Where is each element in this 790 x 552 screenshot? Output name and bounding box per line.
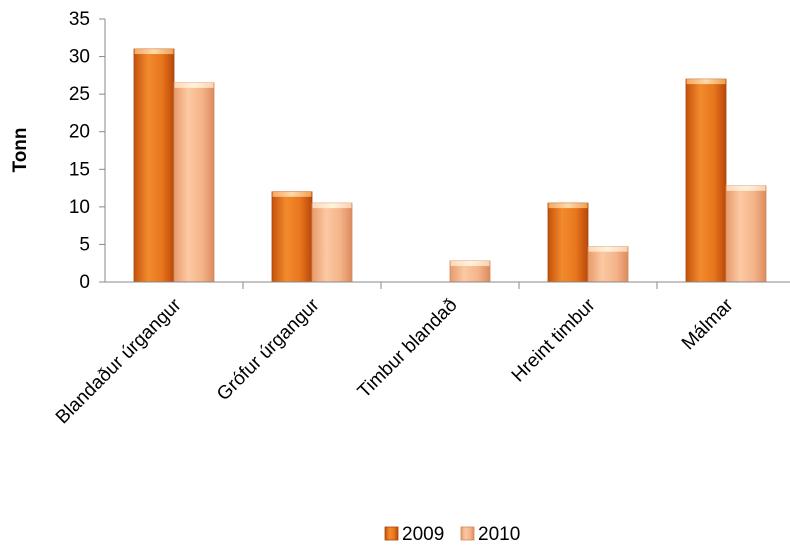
- bar-2010-3: [587, 246, 629, 283]
- bar-2009-3: [547, 202, 589, 283]
- bar-cap: [174, 82, 214, 88]
- bar-2010-4: [725, 185, 767, 283]
- bar-cap: [726, 185, 766, 191]
- legend-item-2010: 2010: [460, 524, 520, 545]
- bar-body: [725, 185, 767, 283]
- x-category-label: Málmar: [678, 294, 738, 354]
- y-axis-title: Tonn: [10, 127, 31, 172]
- bar-body: [587, 246, 629, 283]
- y-tick-label: 15: [69, 159, 90, 180]
- bar-body: [311, 202, 353, 283]
- legend-swatch: [460, 526, 475, 541]
- bar-body: [547, 202, 589, 283]
- legend-label: 2010: [478, 524, 520, 545]
- bar-2009-1: [271, 191, 313, 283]
- x-category-label: Hreint timbur: [508, 294, 600, 386]
- y-tick-label: 0: [79, 272, 90, 293]
- bar-cap: [450, 260, 490, 266]
- x-category-label: Timbur blandað: [354, 295, 462, 403]
- y-tick-label: 5: [79, 234, 90, 255]
- y-tick-label: 35: [69, 9, 90, 30]
- bar-body: [271, 191, 313, 283]
- y-tick-label: 20: [69, 122, 90, 143]
- bar-body: [133, 48, 175, 283]
- bar-2009-4: [685, 78, 727, 283]
- bar-2010-0: [173, 82, 215, 283]
- bar-2010-2: [449, 260, 491, 283]
- bar-2010-1: [311, 202, 353, 283]
- x-category-label: Blandaður úrgangur: [52, 294, 186, 428]
- y-tick-label: 10: [69, 197, 90, 218]
- bar-cap: [312, 203, 352, 209]
- legend-swatch: [384, 526, 399, 541]
- bar-cap: [134, 49, 174, 55]
- bar-cap: [548, 203, 588, 209]
- bar-body: [173, 82, 215, 283]
- bar-cap: [272, 191, 312, 197]
- y-tick-label: 25: [69, 84, 90, 105]
- y-tick-label: 30: [69, 47, 90, 68]
- x-category-label: Grófur úrgangur: [213, 294, 324, 405]
- bar-body: [685, 78, 727, 283]
- bar-cap: [686, 79, 726, 85]
- legend-label: 2009: [402, 524, 444, 545]
- bar-cap: [588, 246, 628, 252]
- bar-2009-0: [133, 48, 175, 283]
- legend-item-2009: 2009: [384, 524, 444, 545]
